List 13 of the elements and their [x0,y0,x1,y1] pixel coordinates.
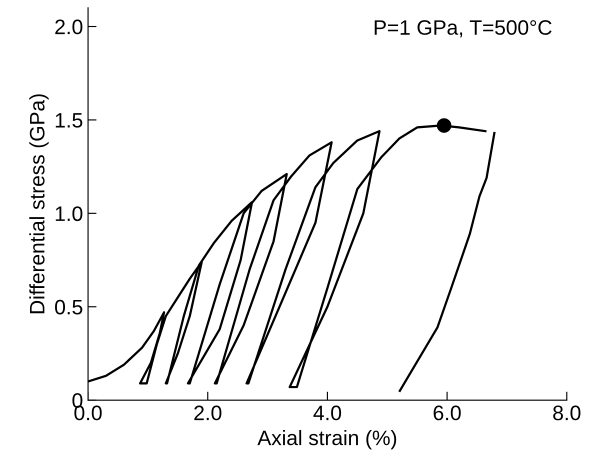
x-tick-label: 6.0 [434,406,461,420]
y-tick-label: 1.0 [56,206,82,222]
x-tick-label: 4.0 [313,406,342,420]
x-tick-label: 0.0 [74,406,102,420]
x-tick-label: 2.0 [194,406,222,420]
line-series [398,132,496,392]
x-axis-title: Axial strain (%) [257,430,396,450]
y-tick-label: 2.0 [55,20,82,34]
y-tick-label: 1.5 [56,113,82,128]
y-tick-label: 0.5 [55,300,82,314]
annotation: P=1 GPa, T=500°C [374,20,552,38]
y-axis-title: Differential stress (GPa) [29,94,49,314]
x-tick-label: 8.0 [553,406,580,420]
